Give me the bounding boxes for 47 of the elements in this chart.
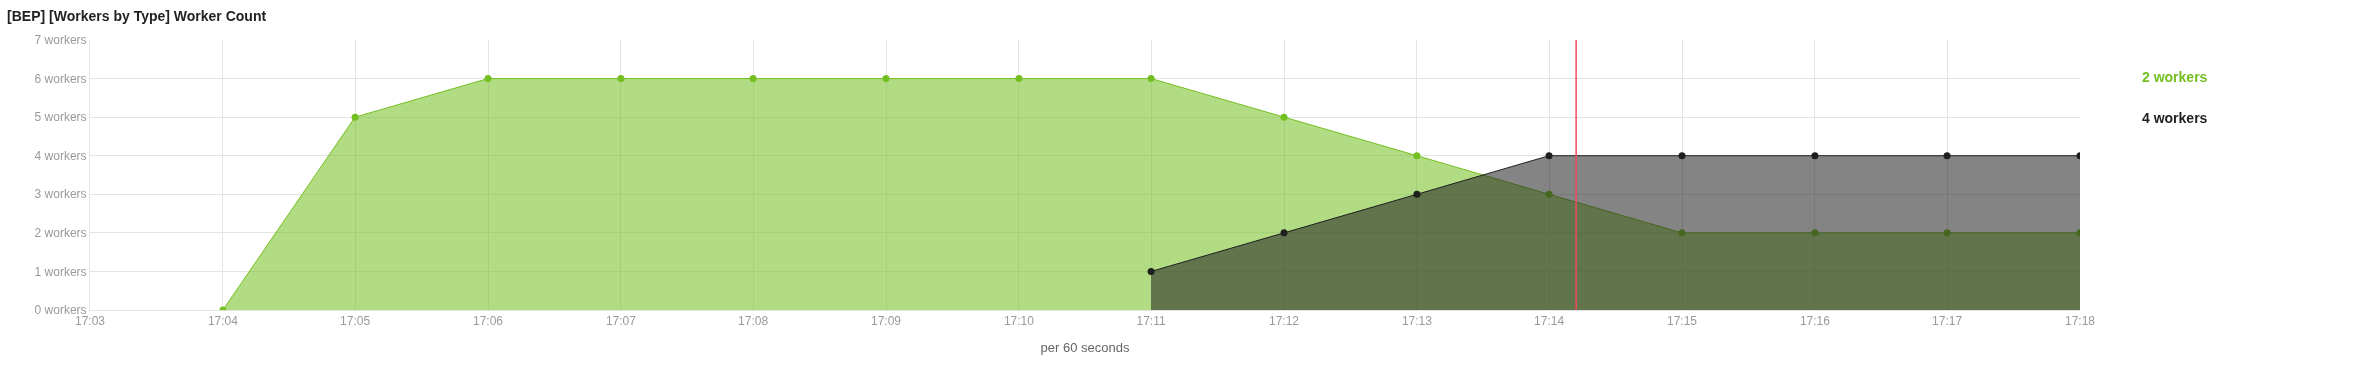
point <box>1280 113 1288 121</box>
text: 4 workers <box>2142 110 2208 126</box>
point <box>1678 229 1686 237</box>
point <box>1678 152 1686 160</box>
point <box>1943 152 1951 160</box>
y-tick-label: 5 workers <box>34 110 87 125</box>
point <box>1811 152 1819 160</box>
point <box>1147 267 1155 275</box>
point <box>1545 152 1553 160</box>
y-tick-label: 4 workers <box>34 148 87 163</box>
text: 2 workers <box>2142 69 2208 85</box>
y-tick-label: 6 workers <box>34 71 87 86</box>
point <box>1545 190 1553 198</box>
point <box>882 75 890 83</box>
y-tick-label: 7 workers <box>34 33 87 48</box>
point <box>1280 229 1288 237</box>
x-axis-title: per 60 seconds <box>1040 340 1130 355</box>
x-tick-label: 17:06 <box>472 314 504 329</box>
x-tick-label: 17:05 <box>340 314 371 329</box>
point <box>1943 229 1951 237</box>
point <box>1147 75 1155 83</box>
x-tick-label: 17:13 <box>1401 314 1433 329</box>
point <box>1413 190 1421 198</box>
point <box>484 75 492 83</box>
x-tick-label: 17:15 <box>1666 314 1698 329</box>
x-tick-label: 17:03 <box>74 314 106 329</box>
point <box>1015 75 1023 83</box>
x-tick-label: 17:04 <box>207 314 239 329</box>
x-tick-label: 17:12 <box>1268 314 1300 329</box>
y-tick-label: 3 workers <box>34 187 87 202</box>
point <box>351 113 359 121</box>
x-tick-label: 17:14 <box>1534 314 1565 329</box>
chart-title: [BEP] [Workers by Type] Worker Count <box>7 7 267 24</box>
point <box>1413 152 1421 160</box>
x-tick-label: 17:08 <box>738 314 769 329</box>
x-tick-label: 17:07 <box>605 314 637 329</box>
x-tick-label: 17:17 <box>1932 314 1963 329</box>
y-tick-label: 2 workers <box>34 226 87 241</box>
x-tick-label: 17:16 <box>1799 314 1831 329</box>
x-tick-label: 17:09 <box>870 314 902 329</box>
y-tick-label: 1 workers <box>34 264 87 279</box>
x-tick-label: 17:11 <box>1136 314 1166 329</box>
x-tick-label: 17:18 <box>2064 314 2096 329</box>
x-tick-label: 17:10 <box>1003 314 1035 329</box>
point <box>749 75 757 83</box>
point <box>1811 229 1819 237</box>
point <box>617 75 625 83</box>
